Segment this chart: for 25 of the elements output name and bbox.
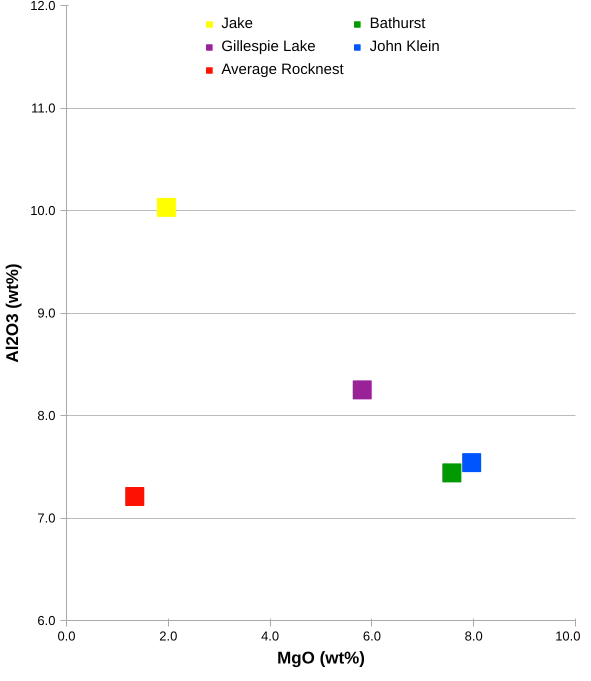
point	[156, 198, 176, 217]
x-tick-label: 8.0	[464, 628, 483, 644]
legend-label: John Klein	[370, 38, 440, 55]
x-tick-label: 10.0	[555, 628, 581, 644]
y-tick-label: 6.0	[37, 613, 56, 628]
y-tick-label: 8.0	[37, 408, 56, 423]
point	[442, 463, 462, 482]
x-tick-label: 6.0	[362, 628, 381, 644]
y-axis-title: Al2O3 (wt%)	[3, 263, 22, 363]
legend-label: Gillespie Lake	[221, 38, 316, 55]
legend-label: Average Rocknest	[221, 61, 344, 78]
y-tick-label: 12.0	[30, 0, 56, 13]
x-tick-label: 4.0	[261, 628, 280, 644]
y-tick-label: 10.0	[30, 203, 56, 218]
x-tick-label: 0.0	[57, 628, 76, 644]
x-axis-title: MgO (wt%)	[277, 648, 365, 668]
y-tick-label: 11.0	[31, 100, 56, 116]
point	[462, 453, 482, 472]
y-tick-label: 9.0	[37, 306, 56, 320]
point	[352, 380, 372, 400]
y-tick-label: 7.0	[37, 510, 56, 526]
point	[125, 486, 144, 506]
x-tick-label: 2.0	[159, 628, 178, 644]
legend-label: Bathurst	[370, 15, 426, 32]
legend-label: Jake	[221, 15, 254, 32]
